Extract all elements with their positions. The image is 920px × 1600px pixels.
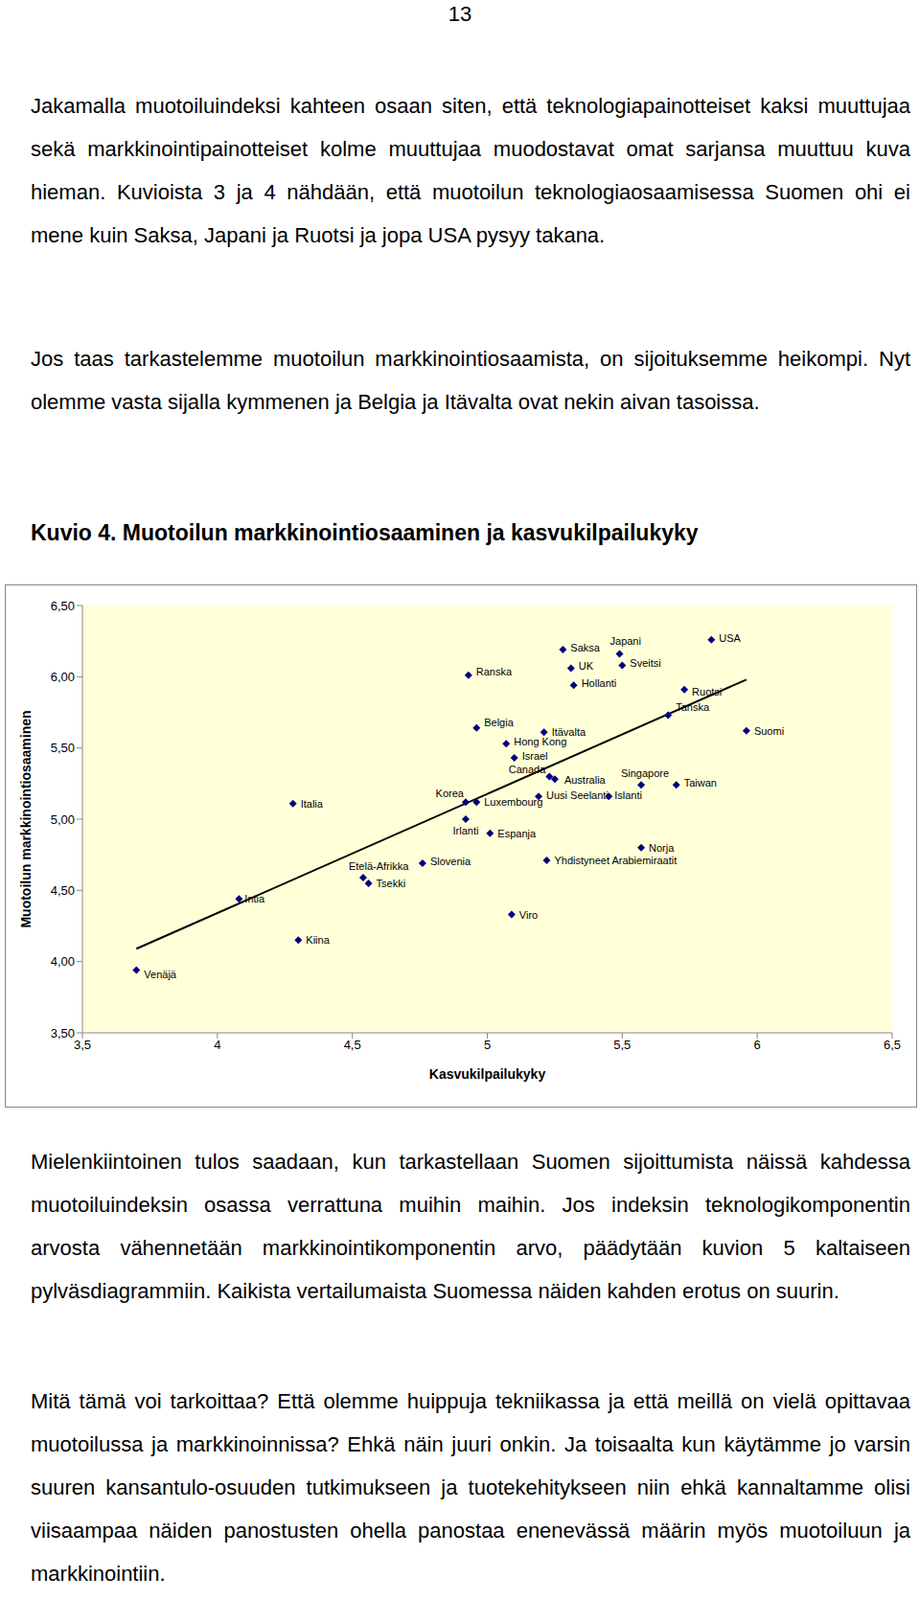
svg-text:4: 4 (213, 1037, 221, 1053)
html-text:13: 13 (448, 1, 472, 26)
svg-text:5: 5 (483, 1037, 491, 1053)
svg-text:Viro: Viro (519, 909, 538, 921)
html-text:Kuvio 4. Muotoilun markkinoint: Kuvio 4. Muotoilun markkinointiosaaminen… (30, 520, 699, 546)
svg-text:USA: USA (718, 632, 741, 644)
html-text:Mitä tämä voi tarkoittaa? Että: Mitä tämä voi tarkoittaa? Että olemme hu… (30, 1389, 911, 1587)
svg-text:Canada: Canada (508, 763, 547, 776)
html-text:Jos taas tarkastelemme muotoil: Jos taas tarkastelemme muotoilun markkin… (30, 346, 911, 414)
svg-text:6,50: 6,50 (50, 598, 75, 614)
svg-text:4,5: 4,5 (344, 1037, 362, 1053)
svg-text:Espanja: Espanja (497, 828, 537, 840)
svg-text:Islanti: Islanti (614, 789, 643, 802)
svg-text:Kiina: Kiina (305, 934, 330, 946)
svg-text:Sveitsi: Sveitsi (629, 657, 661, 669)
svg-text:Norja: Norja (648, 842, 675, 854)
svg-text:3,50: 3,50 (50, 1026, 75, 1041)
svg-text:6,00: 6,00 (50, 669, 75, 685)
svg-text:5,50: 5,50 (50, 740, 75, 756)
svg-text:Kasvukilpailukyky: Kasvukilpailukyky (429, 1066, 547, 1082)
svg-text:Muotoilun markkinointiosaamine: Muotoilun markkinointiosaaminen (18, 710, 34, 928)
svg-text:Hollanti: Hollanti (581, 677, 618, 690)
svg-text:Singapore: Singapore (621, 767, 669, 780)
svg-text:3,5: 3,5 (73, 1037, 92, 1053)
svg-text:Saksa: Saksa (570, 642, 600, 654)
svg-text:Australia: Australia (564, 774, 607, 786)
svg-text:Taiwan: Taiwan (684, 777, 717, 789)
svg-text:Korea: Korea (436, 787, 465, 800)
svg-text:Luxembourg: Luxembourg (483, 796, 543, 808)
svg-text:6,5: 6,5 (883, 1037, 901, 1053)
svg-text:Israel: Israel (522, 750, 549, 762)
svg-text:Slovenia: Slovenia (430, 855, 472, 868)
svg-text:Ranska: Ranska (476, 666, 513, 678)
svg-text:5,5: 5,5 (613, 1037, 631, 1053)
svg-text:Italia: Italia (300, 798, 324, 810)
svg-text:Tanska: Tanska (675, 701, 711, 713)
svg-text:Intia: Intia (244, 893, 266, 905)
svg-text:Itävalta: Itävalta (552, 726, 587, 738)
svg-text:Suomi: Suomi (754, 725, 784, 737)
svg-text:Etelä-Afrikka: Etelä-Afrikka (348, 860, 410, 873)
svg-text:6: 6 (754, 1037, 761, 1053)
svg-text:4,50: 4,50 (50, 883, 75, 898)
svg-text:Hong Kong: Hong Kong (513, 736, 567, 748)
svg-text:Tsekki: Tsekki (376, 877, 407, 890)
html-text:Mielenkiintoinen tulos saadaan: Mielenkiintoinen tulos saadaan, kun tark… (30, 1150, 911, 1304)
svg-text:Venäjä: Venäjä (143, 968, 178, 981)
svg-text:Irlanti: Irlanti (453, 825, 480, 837)
html-text:Jakamalla muotoiluindeksi kaht: Jakamalla muotoiluindeksi kahteen osaan … (30, 93, 911, 248)
svg-text:5,00: 5,00 (50, 812, 75, 828)
svg-text:Japani: Japani (610, 635, 642, 647)
svg-text:4,00: 4,00 (50, 954, 75, 969)
svg-text:Yhdistyneet Arabiemiraatit: Yhdistyneet Arabiemiraatit (553, 854, 677, 867)
svg-text:UK: UK (578, 660, 595, 672)
svg-text:Uusi Seelanti: Uusi Seelanti (546, 789, 609, 802)
svg-text:Ruotsi: Ruotsi (691, 686, 722, 698)
svg-text:Belgia: Belgia (483, 716, 514, 729)
